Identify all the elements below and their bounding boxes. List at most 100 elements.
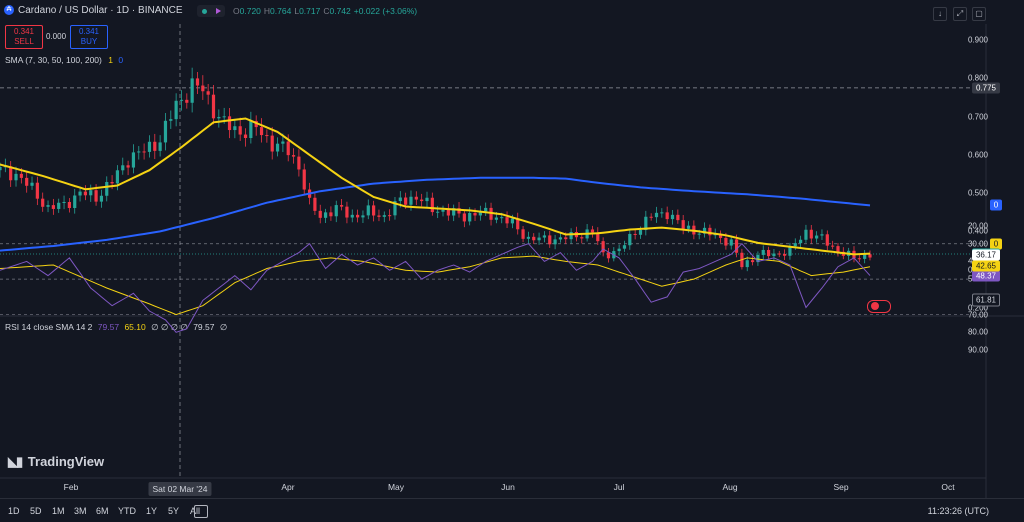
- candle-body: [388, 215, 392, 217]
- candle-body: [233, 126, 237, 131]
- candle-body: [564, 237, 568, 240]
- candle-body: [676, 214, 680, 221]
- market-open-icon: [201, 8, 207, 14]
- candle-body: [153, 141, 157, 151]
- sma-value-2: 0: [118, 55, 124, 65]
- candle-body: [580, 237, 584, 239]
- candle-body: [372, 205, 376, 216]
- candle-body: [665, 212, 669, 220]
- cardano-symbol-icon: ₳: [4, 5, 14, 15]
- candle-body: [590, 229, 595, 233]
- range-button-5d[interactable]: 5D: [30, 506, 42, 516]
- ohlc-value: 0.720: [239, 6, 261, 16]
- candle-body: [57, 202, 61, 209]
- candle-body: [0, 166, 2, 171]
- candle-body: [644, 216, 648, 231]
- rsi-value-1: 79.57: [97, 322, 120, 332]
- sma-blue-line: [0, 176, 871, 252]
- candle-body: [793, 243, 797, 247]
- clock: 11:23:26 (UTC): [927, 506, 989, 516]
- candle-body: [414, 196, 418, 200]
- status-badges[interactable]: [197, 5, 225, 17]
- data-provider-icon: [215, 8, 221, 14]
- price-tick: 0.200: [967, 303, 988, 313]
- candle-body: [211, 94, 216, 119]
- range-button-3m[interactable]: 3M: [74, 506, 87, 516]
- tradingview-logo[interactable]: ◣▮ TradingView: [8, 454, 104, 470]
- candle-body: [756, 254, 760, 263]
- range-button-all[interactable]: All: [190, 506, 201, 516]
- range-button-1d[interactable]: 1D: [8, 506, 20, 516]
- candle-body: [457, 208, 461, 214]
- candle-body: [484, 207, 488, 212]
- range-button-1y[interactable]: 1Y: [146, 506, 158, 516]
- time-tick: Aug: [722, 482, 738, 492]
- candle-body: [334, 205, 338, 217]
- symbol-title[interactable]: Cardano / US Dollar · 1D · BINANCE: [18, 5, 183, 16]
- time-tick: Apr: [281, 482, 295, 492]
- candle-body: [446, 209, 450, 216]
- candle-body: [131, 152, 136, 168]
- buy-button[interactable]: 0.341 BUY: [70, 25, 108, 49]
- price-tick: 0.700: [967, 112, 988, 122]
- range-button-1m[interactable]: 1M: [52, 506, 65, 516]
- sma-yellow-label: 0: [990, 238, 1002, 250]
- ohlc-key: C: [323, 6, 330, 16]
- ohlc-value: +0.022 (+3.06%): [353, 6, 418, 16]
- candle-body: [473, 213, 477, 216]
- rsi-value-rest: ∅ ∅ ∅ ∅: [151, 322, 188, 332]
- rsi-tick: 30.00: [967, 239, 988, 249]
- candle-body: [313, 197, 317, 211]
- bottom-bar: [0, 498, 1024, 522]
- candle-body: [622, 245, 627, 249]
- candle-body: [548, 235, 552, 245]
- rsi-value-2: 65.10: [124, 322, 146, 332]
- candle-body: [94, 190, 98, 202]
- candle-body: [777, 253, 781, 255]
- rsi-label-c: 42.65: [972, 260, 1000, 272]
- candle-body: [718, 233, 723, 238]
- candle-body: [190, 78, 194, 103]
- candle-body: [73, 195, 77, 208]
- rsi-line: [0, 242, 871, 333]
- candle-body: [734, 239, 739, 253]
- candle-body: [249, 120, 253, 138]
- candle-body: [345, 206, 349, 218]
- range-button-5y[interactable]: 5Y: [168, 506, 180, 516]
- candle-body: [420, 199, 424, 202]
- candle-body: [831, 245, 835, 247]
- range-button-6m[interactable]: 6M: [96, 506, 109, 516]
- sma-legend[interactable]: SMA (7, 30, 50, 100, 200) 1 0: [5, 55, 123, 65]
- candle-body: [361, 215, 365, 218]
- candle-body: [30, 182, 34, 186]
- candle-body: [19, 173, 23, 178]
- candle-body: [820, 234, 824, 236]
- candle-body: [121, 165, 125, 171]
- candle-body: [195, 78, 200, 86]
- rsi-legend[interactable]: RSI 14 close SMA 14 2 79.57 65.10 ∅ ∅ ∅ …: [5, 322, 227, 333]
- candle-body: [681, 220, 685, 229]
- range-button-ytd[interactable]: YTD: [118, 506, 136, 516]
- collapse-icon[interactable]: ↓: [933, 7, 947, 21]
- ohlc-value: 0.717: [299, 6, 321, 16]
- us-flag-icon: [871, 302, 879, 310]
- candle-body: [25, 177, 29, 186]
- sma-yellow-line: [0, 117, 871, 256]
- candle-body: [83, 191, 87, 196]
- fullscreen-icon[interactable]: ⤢: [953, 7, 967, 21]
- candle-body: [270, 135, 274, 152]
- candle-body: [425, 197, 429, 202]
- candle-body: [126, 165, 130, 168]
- sell-button[interactable]: 0.341 SELL: [5, 25, 43, 49]
- candle-body: [766, 249, 771, 257]
- candle-body: [649, 216, 653, 218]
- candle-body: [78, 191, 82, 196]
- rsi-sma-line: [0, 255, 871, 316]
- tv-logo-icon: ◣▮: [8, 454, 23, 469]
- candle-body: [660, 212, 664, 214]
- calendar-icon[interactable]: [194, 505, 208, 518]
- candle-body: [788, 246, 792, 256]
- maximize-icon[interactable]: ▢: [972, 7, 986, 21]
- candle-body: [409, 196, 413, 205]
